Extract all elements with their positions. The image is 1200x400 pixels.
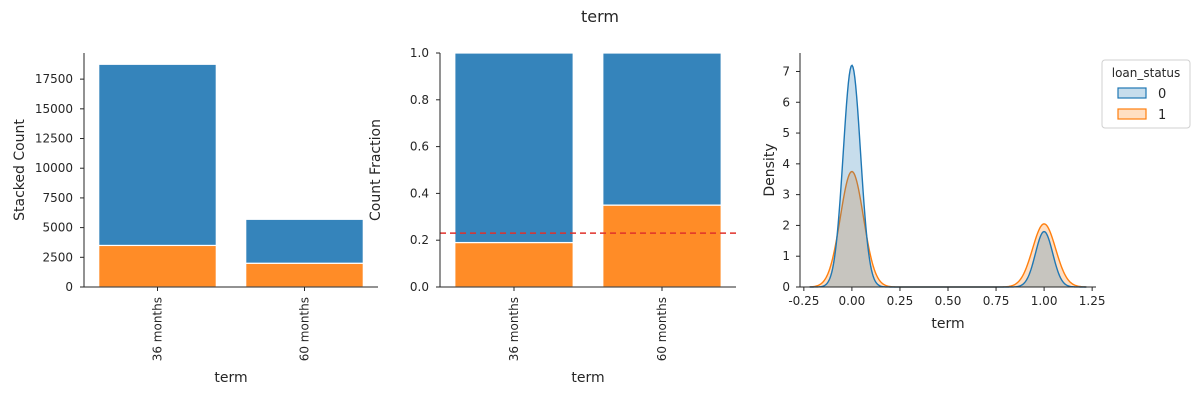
kde-fill-status-0 — [809, 65, 1087, 287]
y-tick-label: 0.6 — [410, 140, 429, 154]
y-axis-label: Count Fraction — [368, 119, 384, 221]
legend-label-1: 1 — [1158, 108, 1166, 123]
x-tick-label: 1.25 — [1079, 294, 1106, 308]
y-tick-label: 2 — [782, 218, 790, 232]
y-tick-label: 12500 — [35, 132, 73, 146]
y-tick-label: 2500 — [42, 250, 73, 264]
density-chart: -0.25 0.00 0.25 0.50 0.75 1.00 1.25 0 1 2 3 4 5 6 7 ter… — [762, 53, 1106, 332]
x-tick-label: 0.25 — [887, 294, 914, 308]
x-tick-label: -0.25 — [788, 294, 819, 308]
figure-suptitle: term — [581, 7, 619, 26]
x-axis-label: term — [571, 370, 604, 386]
y-tick-label: 5 — [782, 126, 790, 140]
legend-title: loan_status — [1112, 66, 1181, 80]
legend-label-0: 0 — [1158, 87, 1166, 102]
bar-36-months-status-0 — [454, 52, 574, 244]
bar-60-months-status-0 — [245, 218, 364, 264]
legend: loan_status 0 1 — [1101, 59, 1191, 129]
y-tick-label: 6 — [782, 95, 790, 109]
x-tick-label: 36 months — [507, 297, 521, 361]
y-tick-label: 0 — [65, 280, 73, 294]
bar-36-months-status-1 — [98, 244, 217, 288]
bar-60-months-status-1 — [602, 204, 722, 288]
y-axis-label: Stacked Count — [12, 119, 28, 221]
y-tick-label: 5000 — [42, 221, 73, 235]
x-tick-label: 0.50 — [935, 294, 962, 308]
y-tick-label: 7500 — [42, 191, 73, 205]
y-tick-label: 0.2 — [410, 233, 429, 247]
y-axis-label: Density — [762, 143, 778, 196]
bar-60-months-status-0 — [602, 52, 722, 206]
x-tick-label: 1.00 — [1031, 294, 1058, 308]
y-tick-label: 0.0 — [410, 280, 429, 294]
x-tick-label: 60 months — [298, 297, 312, 361]
y-tick-label: 4 — [782, 157, 790, 171]
x-axis-label: term — [931, 316, 964, 332]
y-tick-label: 3 — [782, 188, 790, 202]
bar-36-months-status-1 — [454, 241, 574, 288]
legend-swatch-0 — [1117, 87, 1147, 99]
x-tick-label: 36 months — [151, 297, 165, 361]
x-tick-label: 60 months — [655, 297, 669, 361]
y-tick-label: 1 — [782, 249, 790, 263]
bar-60-months-status-1 — [245, 262, 364, 288]
y-tick-label: 15000 — [35, 102, 73, 116]
y-tick-label: 7 — [782, 64, 790, 78]
stacked-count-chart: 36 months 60 months 0 2500 5000 7500 10000 1250… — [12, 53, 378, 386]
count-fraction-chart: 36 months 60 months 0.0 0.2 0.4 0.6 0.8 1.0 term… — [368, 46, 736, 386]
y-tick-label: 10000 — [35, 161, 73, 175]
y-tick-label: 1.0 — [410, 46, 429, 60]
bar-36-months-status-0 — [98, 63, 217, 247]
y-tick-label: 17500 — [35, 72, 73, 86]
y-tick-label: 0.4 — [410, 186, 429, 200]
x-tick-label: 0.00 — [839, 294, 866, 308]
x-axis-label: term — [214, 370, 247, 386]
x-tick-label: 0.75 — [983, 294, 1010, 308]
legend-swatch-1 — [1117, 108, 1147, 120]
y-tick-label: 0 — [782, 280, 790, 294]
y-tick-label: 0.8 — [410, 93, 429, 107]
